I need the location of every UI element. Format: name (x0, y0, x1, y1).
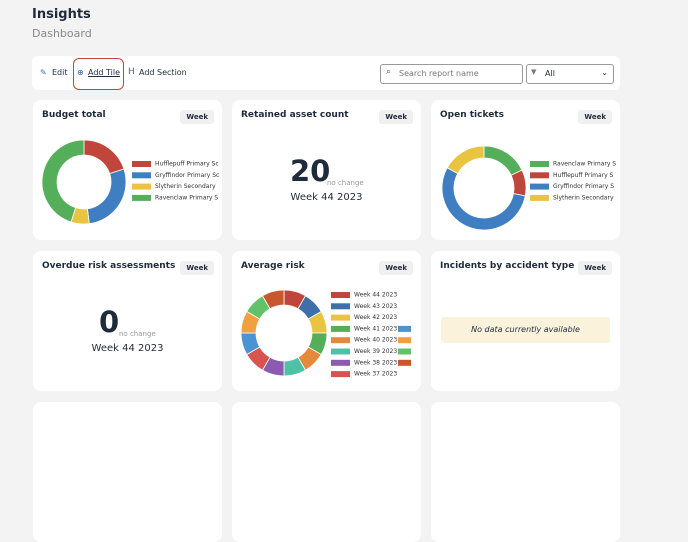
add-section-button[interactable]: Add Section (139, 68, 187, 77)
empty-state: No data currently available (441, 317, 610, 343)
legend-swatch (132, 183, 151, 190)
legend-label: Week 42 2023 (354, 314, 397, 321)
legend-label: Slytherin Secondary (155, 183, 216, 190)
kpi-note: no change (119, 330, 156, 338)
week-button[interactable]: Week (180, 110, 214, 124)
filter-value: All (545, 69, 555, 78)
tile-placeholder (232, 402, 421, 542)
legend-label: Slytherin Secondary (553, 194, 614, 201)
legend-swatch (530, 183, 549, 190)
tile-placeholder (33, 402, 222, 542)
kpi-period: Week 44 2023 (290, 192, 363, 203)
legend-swatch (398, 348, 411, 355)
donut-chart: Week 44 2023 Week 43 2023 Week 42 2023 Week… (240, 289, 411, 378)
tile-title: Open tickets (440, 110, 504, 120)
legend-swatch (331, 314, 350, 321)
tile: Average risk Week Week 44 2023 Week 43 2023… (232, 251, 421, 391)
kpi-period: Week 44 2023 (91, 343, 164, 354)
tile-title: Budget total (42, 110, 106, 120)
legend-label: Gryffindor Primary S (553, 183, 614, 190)
legend-label: Week 37 2023 (354, 371, 397, 378)
legend-label: Week 44 2023 (354, 292, 397, 299)
filter-icon: ▼ (531, 68, 537, 76)
tile-title: Average risk (241, 261, 305, 271)
legend-swatch (398, 325, 411, 332)
search-box[interactable]: ⌕ Search report name (380, 64, 523, 84)
legend-swatch (331, 359, 350, 366)
week-button[interactable]: Week (180, 261, 214, 275)
donut-segment (510, 169, 527, 197)
tile-title: Retained asset count (241, 110, 349, 120)
kpi-note: no change (327, 179, 364, 187)
legend-swatch (132, 194, 151, 201)
tile: Retained asset count Week 20 no change Week … (232, 100, 421, 240)
donut-chart: Hufflepuff Primary Sc Gryffindor Primary … (41, 139, 219, 225)
legend-swatch (398, 359, 411, 366)
legend-swatch (331, 348, 350, 355)
donut-segment (446, 145, 485, 175)
page: Insights Dashboard ✎ Edit ⊕ Add Tile H A… (32, 7, 620, 542)
tile-title: Overdue risk assessments (42, 261, 176, 271)
kpi-value: 0 (99, 305, 120, 339)
kpi-value: 20 (290, 154, 331, 188)
tile-title: Incidents by accident type (440, 261, 575, 271)
legend-label: Week 40 2023 (354, 337, 397, 344)
donut-segment (86, 168, 127, 225)
legend-swatch (530, 161, 549, 167)
edit-icon: ✎ (40, 68, 47, 77)
week-button[interactable]: Week (379, 261, 413, 275)
legend-swatch (331, 292, 350, 298)
legend-label: Hufflepuff Primary Sc (155, 161, 219, 168)
edit-button[interactable]: Edit (52, 68, 68, 77)
donut-segment (261, 289, 285, 310)
legend-swatch (331, 371, 350, 378)
legend-swatch (331, 325, 350, 332)
filter-select[interactable]: ▼ All ⌄ (526, 64, 614, 84)
legend-label: Gryffindor Primary Sc (155, 172, 219, 179)
week-button[interactable]: Week (578, 110, 612, 124)
donut-segment (41, 139, 85, 223)
tile: Budget total Week Hufflepuff Primary Sc Gry… (33, 100, 222, 240)
legend-label: Week 38 2023 (354, 359, 397, 366)
week-button[interactable]: Week (379, 110, 413, 124)
search-icon: ⌕ (386, 67, 392, 77)
legend-swatch (132, 172, 151, 179)
legend-label: Hufflepuff Primary S (553, 172, 614, 179)
legend-swatch (530, 172, 549, 179)
tile: Incidents by accident type Week No data cu… (431, 251, 620, 391)
legend-label: Week 41 2023 (354, 325, 397, 332)
tile: Overdue risk assessments Week 0 no change We… (33, 251, 222, 391)
highlight (73, 58, 124, 90)
chevron: ⌄ (601, 68, 608, 77)
legend-swatch (398, 337, 411, 344)
legend-label: Week 39 2023 (354, 348, 397, 355)
legend-swatch (331, 337, 350, 344)
legend-label: Ravenclaw Primary S (553, 161, 616, 168)
donut-segment (483, 145, 523, 176)
week-button[interactable]: Week (578, 261, 612, 275)
section-icon: H (128, 67, 135, 77)
donut-chart: Ravenclaw Primary S Hufflepuff Primary S G… (441, 145, 616, 231)
add-icon: ⊕ (77, 68, 84, 77)
tile-placeholder (431, 402, 620, 542)
legend-swatch (331, 303, 350, 310)
search-placeholder: Search report name (399, 69, 479, 78)
legend-label: Ravenclaw Primary S (155, 194, 218, 201)
page-subtitle: Dashboard (32, 27, 92, 40)
donut-segment (83, 139, 125, 175)
add-tile-button[interactable]: Add Tile (88, 68, 121, 77)
legend-label: Week 43 2023 (354, 303, 397, 310)
legend-swatch (530, 194, 549, 201)
tile: Open tickets Week Ravenclaw Primary S Huffl… (431, 100, 620, 240)
legend-swatch (132, 161, 151, 167)
page-title: Insights (32, 7, 91, 22)
